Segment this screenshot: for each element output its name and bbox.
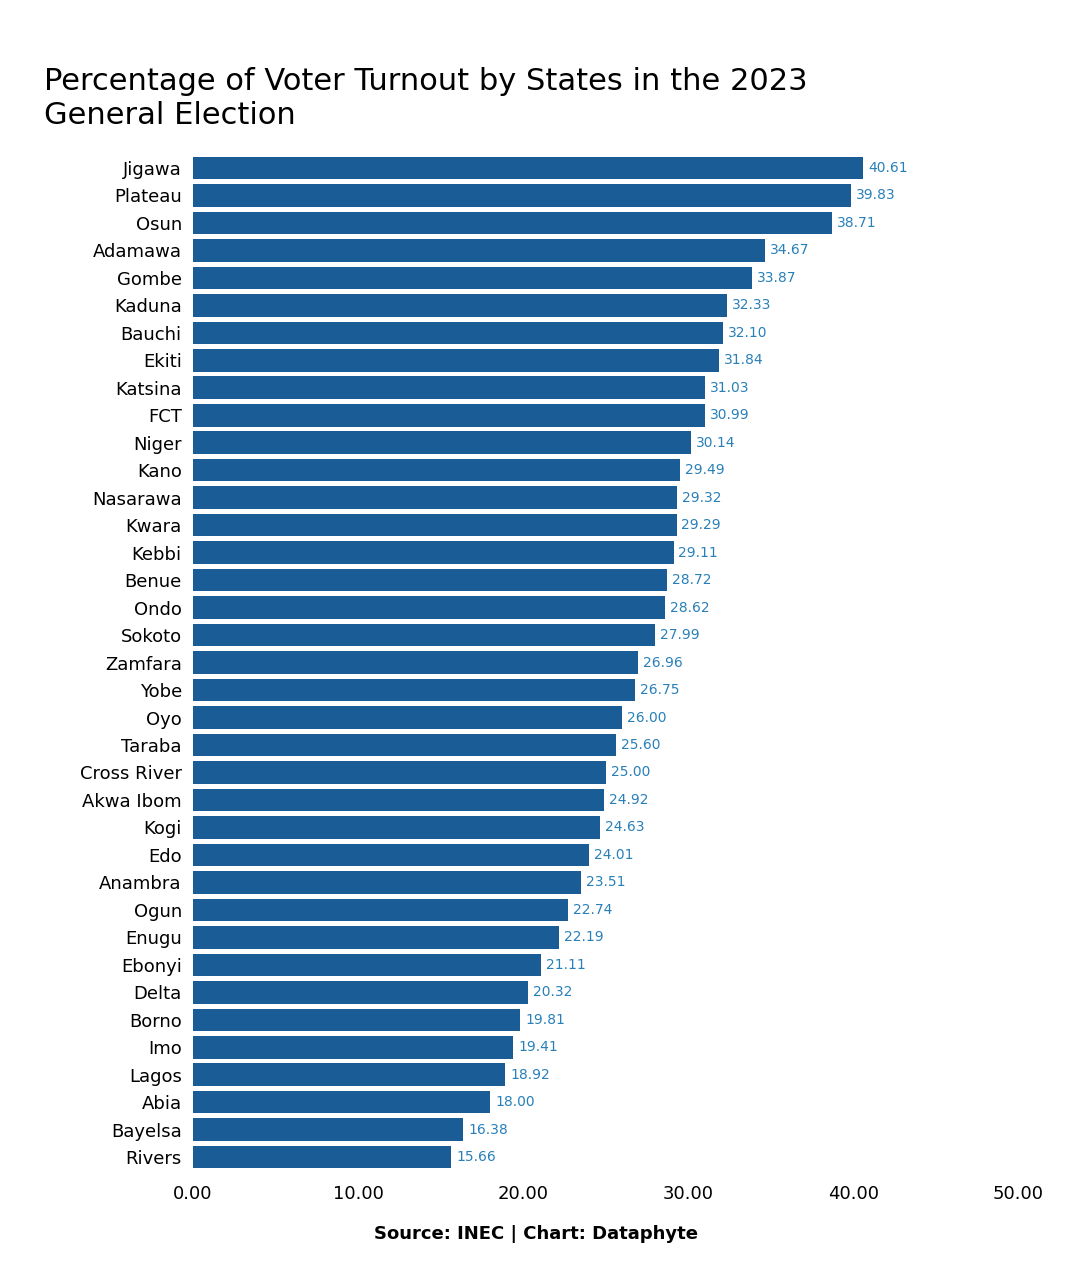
Text: 25.00: 25.00 <box>611 766 650 780</box>
Text: 32.10: 32.10 <box>728 326 768 339</box>
Bar <box>193 239 765 261</box>
Bar <box>193 212 832 235</box>
Text: 31.03: 31.03 <box>710 381 749 395</box>
Bar <box>193 322 723 345</box>
Bar <box>193 156 863 179</box>
Bar <box>193 651 638 674</box>
Text: 32.33: 32.33 <box>732 298 771 312</box>
Bar <box>193 981 528 1003</box>
Text: 33.87: 33.87 <box>757 271 796 285</box>
Text: Percentage of Voter Turnout by States in the 2023
General Election: Percentage of Voter Turnout by States in… <box>44 67 808 130</box>
Text: Source: INEC | Chart: Dataphyte: Source: INEC | Chart: Dataphyte <box>374 1225 698 1243</box>
Bar <box>193 486 678 509</box>
Bar <box>193 1090 490 1113</box>
Text: 28.62: 28.62 <box>670 601 710 615</box>
Bar <box>193 459 680 482</box>
Text: 24.92: 24.92 <box>609 793 649 806</box>
Bar <box>193 954 541 976</box>
Text: 16.38: 16.38 <box>468 1123 508 1137</box>
Text: 31.84: 31.84 <box>724 353 763 367</box>
Bar <box>193 432 690 454</box>
Text: 28.72: 28.72 <box>672 573 712 587</box>
Bar <box>193 1118 463 1141</box>
Bar <box>193 514 676 536</box>
Text: 39.83: 39.83 <box>855 188 895 202</box>
Text: 20.32: 20.32 <box>534 986 572 1000</box>
Bar <box>193 899 568 921</box>
Bar <box>193 1146 451 1169</box>
Text: 26.75: 26.75 <box>640 683 679 697</box>
Bar <box>193 266 753 289</box>
Bar <box>193 623 655 646</box>
Bar <box>193 350 718 371</box>
Bar <box>193 871 581 893</box>
Text: 40.61: 40.61 <box>868 162 908 175</box>
Text: 26.96: 26.96 <box>643 655 683 670</box>
Text: 23.51: 23.51 <box>586 876 626 890</box>
Text: 29.29: 29.29 <box>682 519 721 533</box>
Text: 18.92: 18.92 <box>510 1068 550 1082</box>
Text: 29.49: 29.49 <box>685 463 725 477</box>
Bar <box>193 569 667 592</box>
Bar <box>193 404 704 427</box>
Bar <box>193 1036 513 1059</box>
Text: 26.00: 26.00 <box>627 711 667 724</box>
Text: 18.00: 18.00 <box>495 1095 535 1109</box>
Bar <box>193 294 727 317</box>
Text: 27.99: 27.99 <box>660 628 700 642</box>
Text: 30.14: 30.14 <box>696 435 735 449</box>
Text: 30.99: 30.99 <box>710 408 749 423</box>
Bar <box>193 733 615 756</box>
Text: 24.01: 24.01 <box>594 848 634 862</box>
Bar <box>193 1008 520 1031</box>
Text: 25.60: 25.60 <box>621 738 660 752</box>
Bar <box>193 597 666 618</box>
Bar <box>193 817 599 839</box>
Text: 24.63: 24.63 <box>605 820 644 834</box>
Bar <box>193 541 673 564</box>
Text: 15.66: 15.66 <box>457 1150 496 1164</box>
Bar <box>193 184 850 207</box>
Text: 29.11: 29.11 <box>679 545 718 559</box>
Text: 34.67: 34.67 <box>771 244 809 257</box>
Text: 38.71: 38.71 <box>837 216 877 230</box>
Bar <box>193 789 605 811</box>
Bar <box>193 679 635 702</box>
Text: 19.81: 19.81 <box>525 1013 565 1027</box>
Text: 29.32: 29.32 <box>682 491 721 505</box>
Bar <box>193 843 590 866</box>
Bar <box>193 926 560 949</box>
Text: 22.74: 22.74 <box>574 902 613 917</box>
Bar <box>193 707 622 728</box>
Bar <box>193 761 606 784</box>
Bar <box>193 1064 505 1087</box>
Text: 21.11: 21.11 <box>547 958 586 972</box>
Text: 22.19: 22.19 <box>564 930 604 944</box>
Text: 19.41: 19.41 <box>519 1040 559 1054</box>
Bar <box>193 376 705 399</box>
